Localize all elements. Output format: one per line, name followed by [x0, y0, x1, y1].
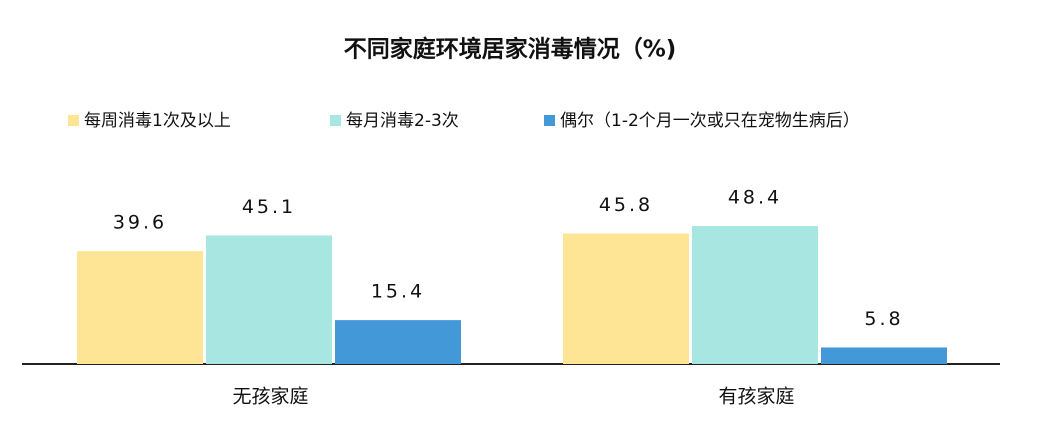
bar — [335, 320, 461, 364]
x-tick-label: 有孩家庭 — [718, 386, 794, 408]
data-label: 15.4 — [371, 281, 425, 303]
bar — [821, 347, 947, 364]
legend-label: 每月消毒2-3次 — [346, 111, 459, 131]
data-label: 39.6 — [113, 212, 167, 234]
legend-swatch — [544, 115, 555, 126]
data-label: 45.8 — [599, 194, 653, 216]
bar — [692, 226, 818, 364]
data-label: 48.4 — [728, 187, 782, 209]
chart-title: 不同家庭环境居家消毒情况（%) — [344, 36, 677, 63]
bar — [77, 251, 203, 364]
legend-swatch — [330, 115, 341, 126]
legend-label: 每周消毒1次及以上 — [84, 111, 231, 131]
data-label: 45.1 — [242, 196, 296, 218]
legend-label: 偶尔（1-2个月一次或只在宠物生病后） — [560, 111, 860, 131]
x-tick-label: 无孩家庭 — [232, 386, 308, 408]
bar — [206, 235, 332, 364]
data-label: 5.8 — [864, 308, 903, 330]
bar — [563, 233, 689, 364]
legend-swatch — [68, 115, 79, 126]
